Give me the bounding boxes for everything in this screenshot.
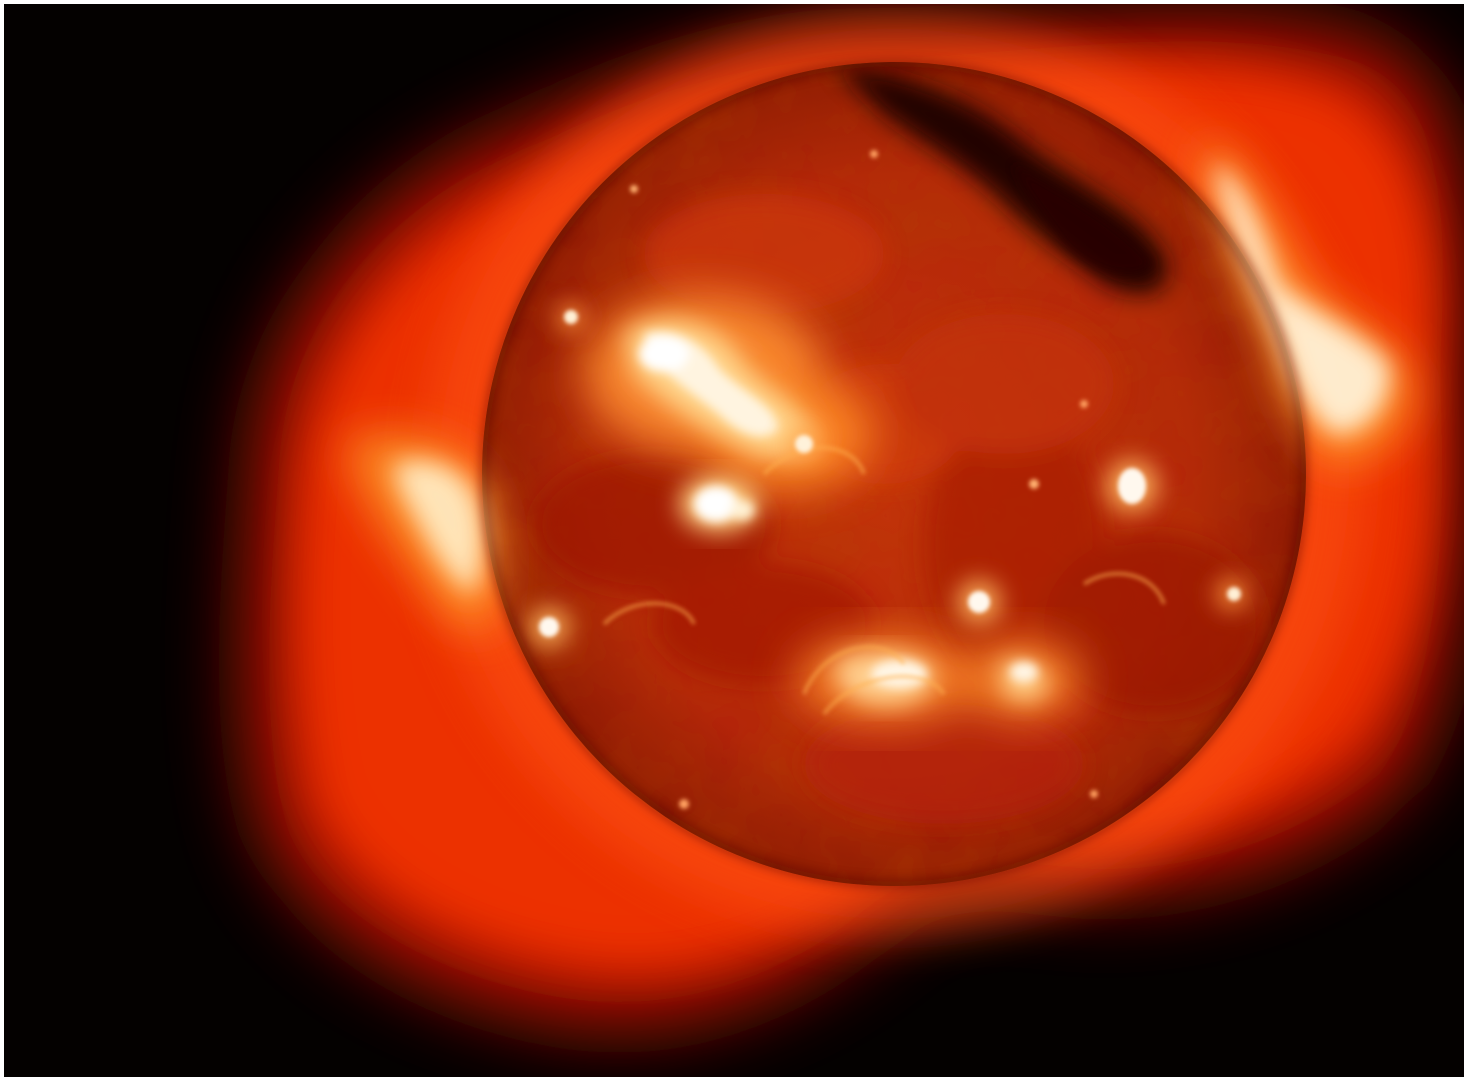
- limb-jets: [344, 143, 1414, 631]
- x-ray-sun-photo: [4, 4, 1464, 1077]
- sun-svg: [244, 14, 1464, 1029]
- active-regions: [584, 294, 1166, 724]
- bright-points: [529, 150, 1248, 809]
- solar-disk: [482, 62, 1306, 886]
- coronal-hole: [834, 64, 1168, 294]
- disk-limb: [480, 60, 1308, 888]
